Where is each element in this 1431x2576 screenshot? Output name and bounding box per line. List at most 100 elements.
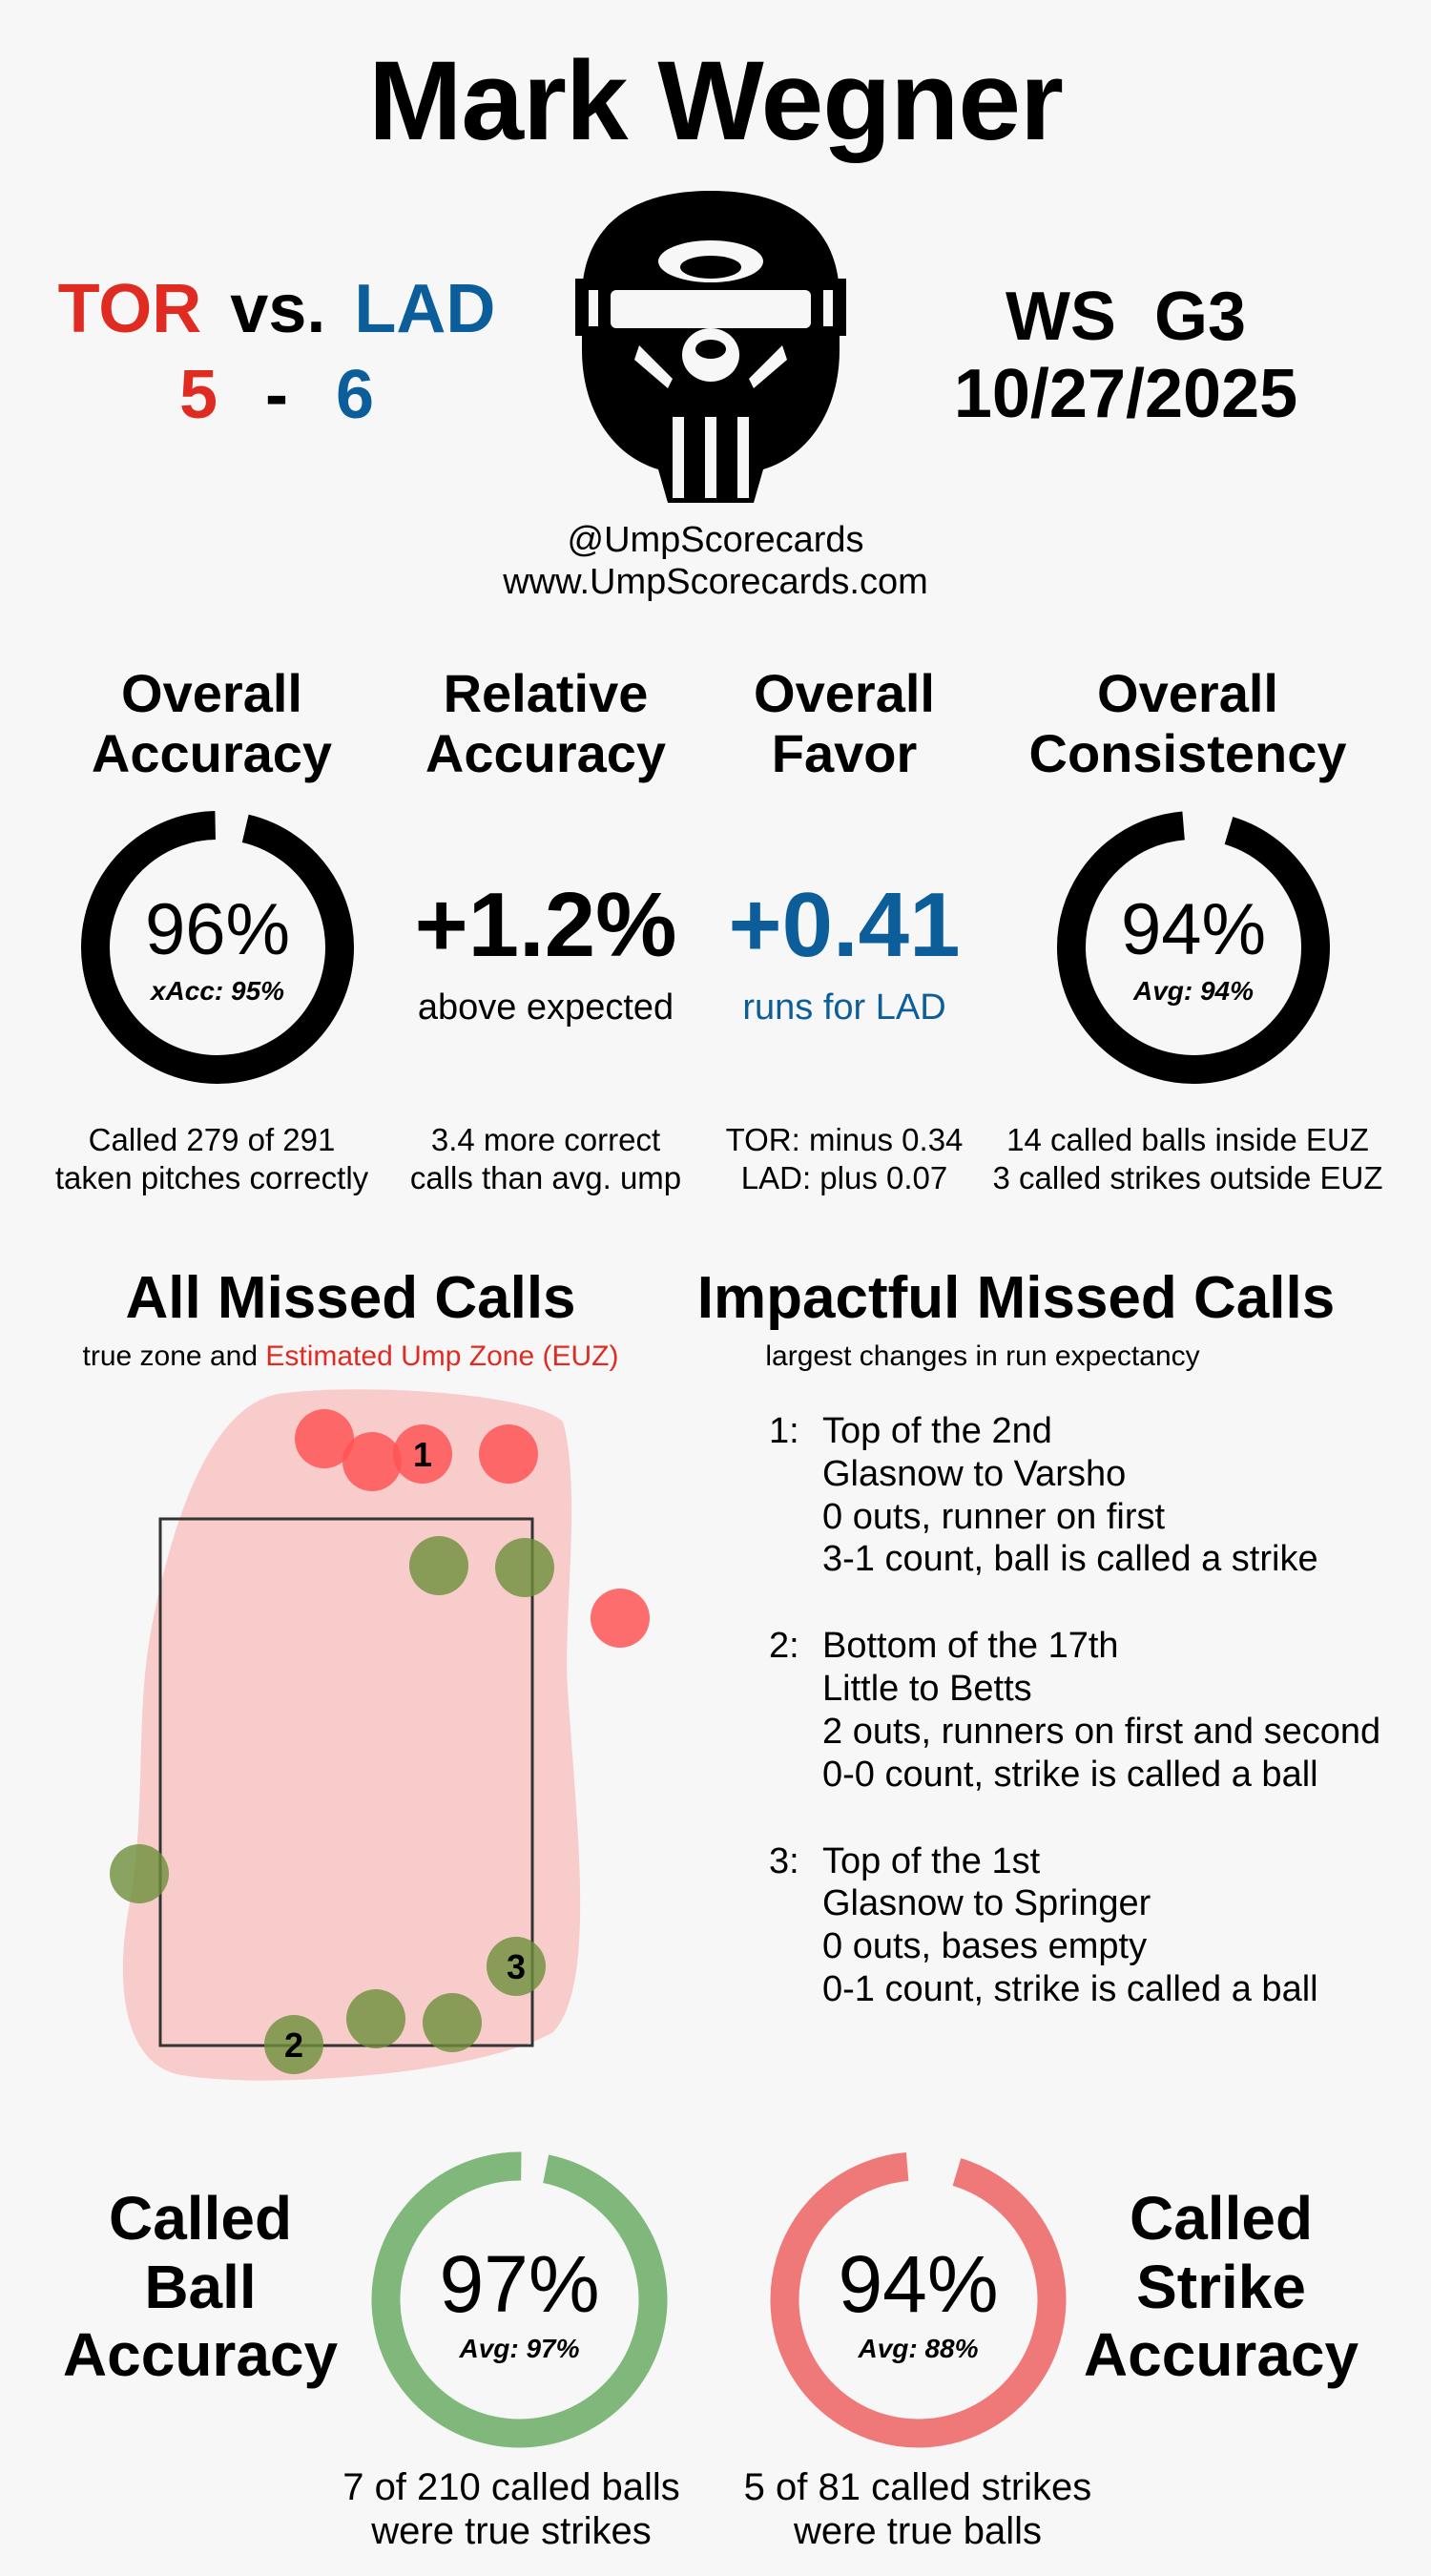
missed-call-label-1: 1 — [413, 1435, 432, 1474]
foot-line: calls than avg. ump — [409, 1160, 682, 1196]
overall-favor-value: +0.41 — [728, 874, 961, 976]
score-dash: - — [265, 357, 288, 433]
foot-line: TOR: minus 0.34 — [725, 1122, 964, 1157]
foot-line: 14 called balls inside EUZ — [1006, 1122, 1369, 1157]
call-number: 2: — [769, 1626, 799, 1667]
overall-accuracy-foot: Called 279 of 291 taken pitches correctl… — [21, 1121, 403, 1198]
ring-value: 94% — [838, 2239, 999, 2329]
label-line: Accuracy — [1083, 2320, 1359, 2390]
call-count: 0-0 count, strike is called a ball — [822, 1754, 1318, 1795]
pitch-ball-called-strike — [295, 1409, 354, 1468]
versus-label: vs. — [230, 271, 326, 347]
home-score: 6 — [335, 357, 375, 433]
heading-line: Accuracy — [91, 723, 333, 784]
ring-arc — [371, 2151, 668, 2448]
pitch-strike-called-ball — [346, 1989, 405, 2048]
foot-line: 5 of 81 called strikes — [743, 2466, 1092, 2508]
heading-line: Consistency — [1028, 723, 1347, 784]
label-line: Called — [1129, 2184, 1314, 2253]
impactful-call: 2: Bottom of the 17th Little to Betts 2 … — [769, 1625, 1427, 1796]
label-line: Called — [108, 2184, 293, 2253]
foot-line: Called 279 of 291 — [88, 1122, 336, 1157]
ring-arc — [81, 811, 354, 1084]
pitch-ball-called-strike — [479, 1424, 538, 1484]
ring-subvalue: Avg: 97% — [459, 2334, 580, 2363]
overall-favor-sub: runs for LAD — [742, 987, 946, 1028]
foot-line: were true strikes — [371, 2510, 652, 2552]
foot-line: 3.4 more correct — [430, 1122, 661, 1157]
impactful-missed-calls-heading: Impactful Missed Calls — [696, 1265, 1336, 1331]
heading-line: Overall — [121, 663, 302, 723]
heading-line: Overall — [1097, 663, 1278, 723]
label-line: Accuracy — [62, 2320, 339, 2390]
pitch-strike-called-ball — [487, 1937, 546, 1996]
call-inning: Top of the 1st — [822, 1840, 1041, 1881]
ring-value: 94% — [1120, 889, 1267, 970]
umpire-mask-icon — [575, 191, 846, 503]
call-situation: 0 outs, bases empty — [822, 1926, 1148, 1967]
all-missed-calls-heading: All Missed Calls — [125, 1265, 576, 1331]
relative-accuracy-value: +1.2% — [414, 874, 677, 976]
pitch-ball-called-strike — [342, 1432, 402, 1491]
overall-consistency-foot: 14 called balls inside EUZ 3 called stri… — [968, 1121, 1407, 1198]
game-info: WS G3 10/27/2025 — [878, 279, 1374, 432]
twitter-handle[interactable]: @UmpScorecards — [567, 520, 864, 560]
called-ball-foot: 7 of 210 called balls were true strikes — [311, 2465, 712, 2553]
missed-call-label-2: 2 — [284, 2025, 303, 2065]
overall-consistency-heading: Overall Consistency — [1016, 663, 1359, 784]
pitch-points — [110, 1409, 650, 2074]
overall-accuracy-ring: 96% xAcc: 95% — [74, 804, 361, 1091]
pitch-ball-called-strike — [591, 1589, 650, 1648]
ring-value: 96% — [144, 889, 291, 970]
relative-accuracy-sub: above expected — [417, 987, 674, 1028]
euz-label: Estimated Ump Zone (EUZ) — [265, 1340, 619, 1372]
call-number: 1: — [769, 1411, 799, 1451]
ring-subvalue: xAcc: 95% — [150, 976, 285, 1006]
home-team: LAD — [354, 271, 496, 347]
call-count: 3-1 count, ball is called a strike — [822, 1539, 1318, 1580]
pitch-strike-called-ball — [409, 1536, 468, 1595]
call-situation: 2 outs, runners on first and second — [822, 1711, 1381, 1752]
pitch-ball-called-strike — [393, 1424, 452, 1484]
heading-line: Relative — [443, 663, 649, 723]
foot-line: taken pitches correctly — [54, 1160, 369, 1196]
ring-subvalue: Avg: 88% — [858, 2334, 979, 2363]
pitch-strike-called-ball — [495, 1538, 554, 1597]
ring-subvalue: Avg: 94% — [1132, 976, 1255, 1006]
call-matchup: Glasnow to Springer — [822, 1883, 1151, 1924]
away-score: 5 — [178, 357, 218, 433]
game-label: WS G3 — [1005, 279, 1247, 355]
call-matchup: Glasnow to Varsho — [822, 1453, 1127, 1494]
call-number: 3: — [769, 1840, 799, 1881]
relative-accuracy-foot: 3.4 more correct calls than avg. ump — [355, 1121, 736, 1198]
ring-arc — [770, 2151, 1067, 2448]
missed-call-label-3: 3 — [507, 1947, 526, 1986]
game-date: 10/27/2025 — [953, 355, 1298, 432]
foot-line: 7 of 210 called balls — [342, 2466, 680, 2508]
called-strike-accuracy-label: Called Strike Accuracy — [1068, 2184, 1374, 2390]
impactful-call: 3: Top of the 1st Glasnow to Springer 0 … — [769, 1840, 1427, 2011]
call-situation: 0 outs, runner on first — [822, 1496, 1166, 1537]
called-ball-accuracy-label: Called Ball Accuracy — [48, 2184, 353, 2390]
overall-favor-heading: Overall Favor — [673, 663, 1016, 784]
overall-accuracy-heading: Overall Accuracy — [40, 663, 384, 784]
label-line: Strike — [1136, 2252, 1306, 2321]
foot-line: LAD: plus 0.07 — [740, 1160, 948, 1196]
heading-line: Accuracy — [425, 723, 667, 784]
pitch-strike-called-ball — [110, 1844, 169, 1903]
label-line: Ball — [144, 2252, 257, 2321]
called-strike-ring: 94% Avg: 88% — [763, 2145, 1073, 2455]
website-link[interactable]: www.UmpScorecards.com — [503, 561, 928, 602]
strike-zone-plot: 1 2 3 — [110, 1389, 650, 2081]
ring-value: 97% — [439, 2239, 600, 2329]
matchup: TOR vs. LAD 5 - 6 — [38, 275, 515, 429]
relative-accuracy-heading: Relative Accuracy — [374, 663, 717, 784]
call-matchup: Little to Betts — [822, 1669, 1032, 1710]
consistency-ring: 94% Avg: 94% — [1050, 804, 1337, 1091]
true-strike-zone — [158, 1517, 534, 2047]
pitch-strike-called-ball — [423, 1993, 482, 2052]
call-inning: Bottom of the 17th — [822, 1626, 1119, 1667]
heading-line: Favor — [771, 723, 918, 784]
impactful-call: 1: Top of the 2nd Glasnow to Varsho 0 ou… — [769, 1410, 1427, 1581]
called-strike-foot: 5 of 81 called strikes were true balls — [717, 2465, 1118, 2553]
